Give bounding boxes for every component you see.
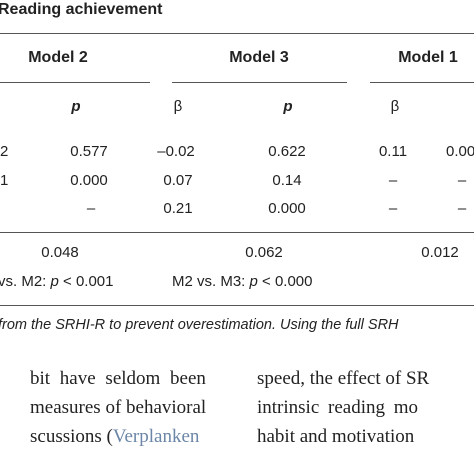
footnote: from the SRHI-R to prevent overestimatio… [0, 317, 399, 333]
cell: 0.00 [446, 143, 474, 160]
rule [0, 33, 474, 34]
body-line: measures of behavioral [30, 397, 207, 418]
comparison: M2 vs. M3: p < 0.000 [172, 273, 313, 291]
col-header: β [173, 98, 183, 115]
comparison-var: p [50, 273, 59, 290]
comparison: vs. M2: p < 0.001 [0, 273, 114, 291]
comparison-var: p [249, 273, 258, 290]
body-line: scussions (Verplanken [30, 426, 199, 448]
r2-cell: 0.048 [41, 244, 79, 261]
col-header: p [71, 98, 81, 115]
col-header: p [283, 98, 293, 115]
comparison-prefix: vs. M2: [0, 273, 51, 290]
rule [370, 82, 474, 83]
cell: 0.000 [268, 200, 306, 217]
body-line: speed, the effect of SR [257, 368, 430, 389]
group-header: Model 2 [28, 49, 88, 66]
comparison-prefix: M2 vs. M3: [172, 273, 250, 290]
table-title: Reading achievement [0, 1, 163, 18]
group-header: Model 3 [229, 49, 289, 66]
cell: 0.000 [70, 172, 108, 189]
r2-cell: 0.062 [245, 244, 283, 261]
col-header: β [390, 98, 400, 115]
rule [0, 82, 150, 83]
body-line: bit have seldom been [30, 368, 206, 389]
rule [0, 305, 474, 306]
body-line: intrinsic reading mo [257, 397, 419, 418]
cell: 1 [0, 172, 9, 189]
cell: 0.622 [268, 143, 306, 160]
cell: 0.14 [272, 172, 302, 189]
rule [172, 82, 347, 83]
cell: – [86, 200, 96, 217]
citation-link[interactable]: Verplanken [112, 426, 200, 447]
cell: 0.11 [378, 143, 408, 160]
rule [0, 232, 474, 233]
cell: 0.07 [163, 172, 193, 189]
cell: –0.02 [157, 143, 195, 160]
cell: – [457, 172, 467, 189]
cell: – [457, 200, 467, 217]
r2-cell: 0.012 [421, 244, 459, 261]
cell: 0.577 [70, 143, 108, 160]
comparison-rest: < 0.000 [257, 273, 313, 290]
comparison-rest: < 0.001 [58, 273, 114, 290]
cell: – [388, 200, 398, 217]
body-text: scussions ( [30, 426, 113, 447]
group-header: Model 1 [398, 49, 458, 66]
body-line: habit and motivation [257, 426, 415, 447]
cell: – [388, 172, 398, 189]
cell: 0.21 [163, 200, 193, 217]
cell: 2 [0, 143, 9, 160]
